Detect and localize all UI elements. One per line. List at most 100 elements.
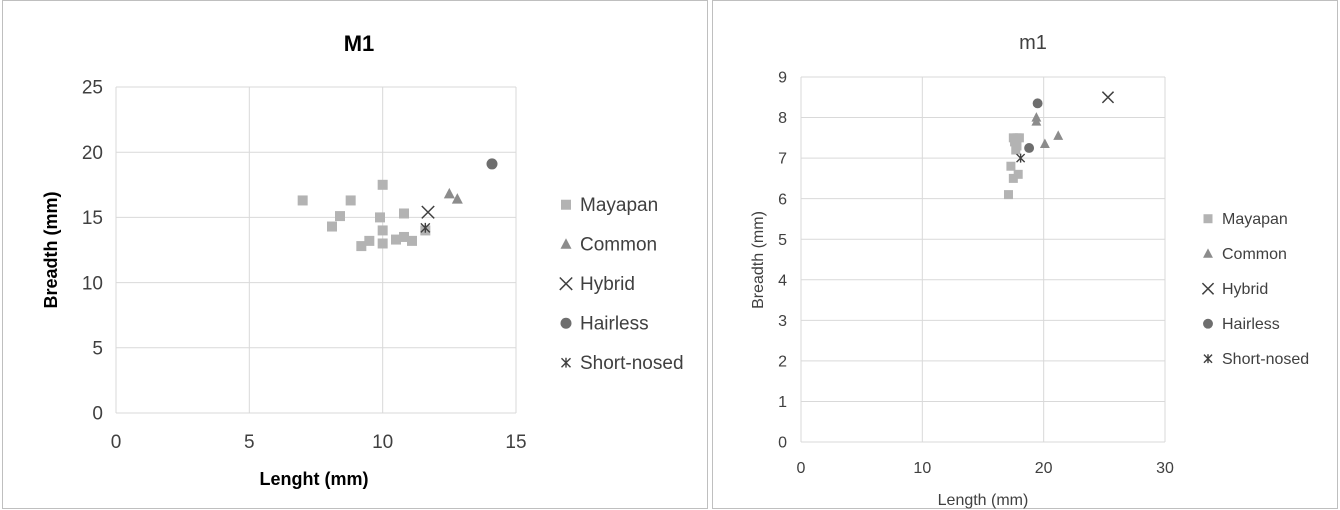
x-tick-labels: 0 10 20 30 xyxy=(797,460,1174,477)
legend-label-common: Common xyxy=(580,235,657,256)
y-axis-label: Breadth (mm) xyxy=(750,211,767,309)
y-tick-label: 0 xyxy=(778,435,787,452)
legend-item-hybrid: Hybrid xyxy=(1201,281,1268,298)
x-tick-label: 10 xyxy=(913,460,931,477)
data-point-mayapan xyxy=(377,238,388,249)
legend: Mayapan Common Hybrid Hairless Short-nosed xyxy=(1201,211,1309,368)
data-point-mayapan xyxy=(1006,161,1016,171)
scatter-chart-m1: M1 0 5 10 15 20 25 0 5 10 15 Lenght (mm) Breadth… xyxy=(41,31,684,489)
y-tick-label: 0 xyxy=(92,404,103,425)
legend-label-mayapan: Mayapan xyxy=(1222,211,1288,228)
y-tick-label: 10 xyxy=(82,273,103,294)
x-axis-label: Length (mm) xyxy=(938,492,1029,509)
data-point-short-nosed xyxy=(420,222,431,233)
x-tick-label: 5 xyxy=(244,432,255,453)
y-tick-label: 7 xyxy=(778,151,787,168)
y-tick-label: 2 xyxy=(778,353,787,370)
data-point-common xyxy=(1031,116,1042,126)
y-tick-label: 20 xyxy=(82,143,103,164)
data-point-mayapan xyxy=(297,195,308,206)
data-point-mayapan xyxy=(1008,173,1018,183)
scatter-chart-m1-lower: m1 0 1 2 3 4 5 6 7 8 9 0 10 20 30 Length (mm) Breadt… xyxy=(750,32,1309,509)
y-tick-label: 5 xyxy=(778,232,787,249)
data-point-mayapan xyxy=(327,221,337,232)
gridlines xyxy=(800,76,1166,443)
y-tick-label: 3 xyxy=(778,313,787,330)
data-point-hairless xyxy=(1032,98,1043,109)
chart-title: m1 xyxy=(1019,32,1047,54)
x-tick-label: 0 xyxy=(111,432,122,453)
legend-label-mayapan: Mayapan xyxy=(580,195,658,216)
legend-item-hairless: Hairless xyxy=(560,314,649,335)
legend-marker-mayapan xyxy=(561,199,571,210)
y-tick-labels: 0 1 2 3 4 5 6 7 8 9 xyxy=(778,70,787,452)
data-point-common xyxy=(1039,138,1050,148)
data-point-mayapan xyxy=(399,208,409,219)
data-point-mayapan xyxy=(375,212,385,223)
legend-label-hybrid: Hybrid xyxy=(1222,281,1268,298)
data-point-common xyxy=(451,193,463,204)
legend-marker-common xyxy=(560,238,572,249)
data-points xyxy=(297,158,498,252)
legend-item-short-nosed: Short-nosed xyxy=(1203,351,1309,368)
data-point-hairless xyxy=(486,158,498,170)
x-tick-label: 20 xyxy=(1035,460,1053,477)
legend-item-short-nosed: Short-nosed xyxy=(561,353,684,374)
legend-item-hybrid: Hybrid xyxy=(559,274,635,295)
legend-marker-hybrid xyxy=(559,276,573,291)
y-tick-label: 9 xyxy=(778,70,787,87)
data-point-hairless xyxy=(1024,143,1035,153)
data-point-mayapan xyxy=(1003,190,1013,200)
legend-item-hairless: Hairless xyxy=(1203,316,1280,333)
data-point-mayapan xyxy=(377,225,388,236)
legend: Mayapan Common Hybrid Hairless Short-nosed xyxy=(559,195,684,374)
data-point-mayapan xyxy=(356,241,367,252)
data-point-hybrid xyxy=(421,205,435,219)
legend-item-mayapan: Mayapan xyxy=(561,195,658,216)
data-point-mayapan xyxy=(391,234,401,245)
x-axis-label: Lenght (mm) xyxy=(260,469,369,489)
legend-item-mayapan: Mayapan xyxy=(1203,211,1288,228)
data-point-hybrid xyxy=(1101,91,1115,104)
y-tick-label: 1 xyxy=(778,394,787,411)
data-points xyxy=(1003,91,1115,200)
y-tick-label: 4 xyxy=(778,272,787,289)
chart-title: M1 xyxy=(344,31,375,56)
data-point-mayapan xyxy=(1014,133,1024,143)
legend-item-common: Common xyxy=(560,235,657,256)
x-tick-labels: 0 5 10 15 xyxy=(111,432,527,453)
gridlines xyxy=(115,86,517,414)
legend-item-common: Common xyxy=(1203,246,1287,263)
data-point-mayapan xyxy=(377,179,388,190)
y-tick-label: 8 xyxy=(778,110,787,127)
chart-panel-m1-lower: m1 0 1 2 3 4 5 6 7 8 9 0 10 20 30 Length (mm) Breadt… xyxy=(712,0,1338,509)
legend-label-short-nosed: Short-nosed xyxy=(1222,351,1309,368)
legend-label-hairless: Hairless xyxy=(580,314,649,335)
legend-label-short-nosed: Short-nosed xyxy=(580,353,684,374)
legend-label-hybrid: Hybrid xyxy=(580,274,635,295)
legend-marker-short-nosed xyxy=(1203,354,1213,364)
y-tick-labels: 0 5 10 15 20 25 xyxy=(82,78,103,425)
data-point-common xyxy=(1053,130,1064,140)
legend-marker-short-nosed xyxy=(561,357,571,368)
data-point-mayapan xyxy=(364,235,375,246)
legend-marker-hairless xyxy=(560,317,572,329)
y-tick-label: 25 xyxy=(82,78,103,99)
data-point-mayapan xyxy=(335,211,345,222)
legend-marker-common xyxy=(1203,248,1213,258)
legend-marker-mayapan xyxy=(1203,214,1213,224)
data-point-mayapan xyxy=(1008,133,1018,143)
legend-marker-hairless xyxy=(1203,318,1213,329)
y-tick-label: 6 xyxy=(778,191,787,208)
legend-label-hairless: Hairless xyxy=(1222,316,1280,333)
data-point-mayapan xyxy=(345,195,356,206)
data-point-mayapan xyxy=(1013,169,1023,179)
data-point-mayapan xyxy=(407,235,417,246)
x-tick-label: 15 xyxy=(505,432,526,453)
x-tick-label: 10 xyxy=(372,432,393,453)
y-tick-label: 5 xyxy=(92,338,103,359)
legend-marker-hybrid xyxy=(1201,282,1215,295)
data-point-common xyxy=(443,187,455,199)
y-axis-label: Breadth (mm) xyxy=(41,191,61,308)
y-tick-label: 15 xyxy=(82,208,103,229)
